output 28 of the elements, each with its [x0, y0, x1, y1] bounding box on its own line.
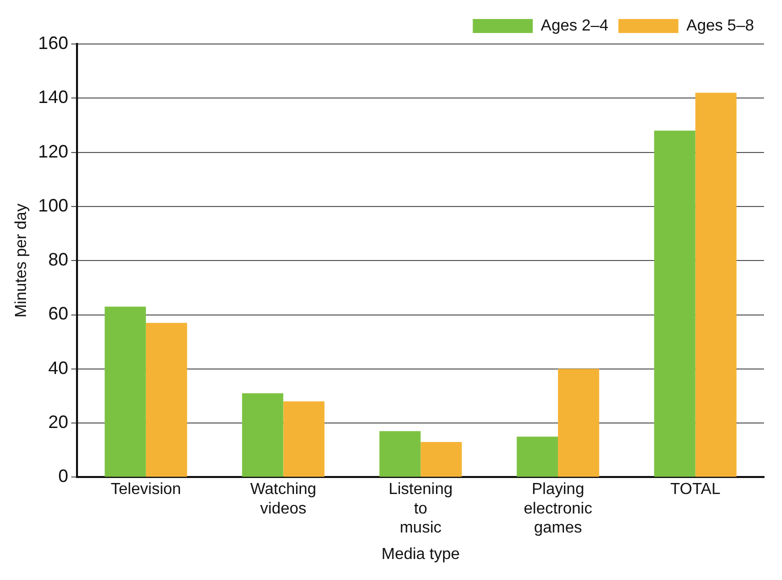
- y-tick-label: 80: [48, 250, 68, 270]
- bar: [420, 442, 462, 477]
- bar: [654, 130, 696, 477]
- bar: [104, 306, 146, 477]
- y-tick-label: 100: [38, 195, 68, 216]
- y-tick-label: 140: [38, 87, 68, 108]
- legend-label: Ages 2–4: [540, 17, 608, 34]
- x-tick-label: Listening to music: [388, 481, 453, 537]
- bar: [379, 431, 421, 477]
- x-axis-title: Media type: [381, 546, 460, 563]
- bar: [283, 401, 324, 477]
- x-tick-label: Watching videos: [250, 481, 316, 518]
- bar: [242, 393, 284, 477]
- y-axis-title: Minutes per day: [13, 204, 30, 318]
- y-tick-label: 160: [38, 32, 68, 53]
- bar: [516, 436, 558, 477]
- legend-label: Ages 5–8: [686, 17, 754, 34]
- bar: [558, 368, 600, 477]
- x-tick-label: Playing electronic games: [524, 481, 592, 537]
- x-tick-label: TOTAL: [670, 481, 720, 498]
- x-tick-label: Television: [110, 481, 182, 498]
- y-tick-label: 0: [58, 466, 68, 486]
- y-tick-label: 60: [48, 304, 68, 324]
- y-tick-label: 20: [48, 412, 68, 432]
- bar: [146, 322, 188, 477]
- y-tick-label: 120: [38, 141, 68, 162]
- y-tick-label: 40: [48, 358, 68, 378]
- bar: [695, 92, 737, 477]
